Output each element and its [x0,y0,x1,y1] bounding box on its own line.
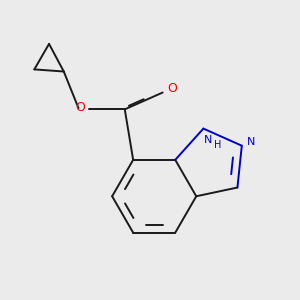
Text: O: O [75,101,85,114]
Text: N: N [203,135,212,146]
Text: H: H [214,140,222,150]
Text: O: O [167,82,177,95]
Text: N: N [247,137,255,147]
